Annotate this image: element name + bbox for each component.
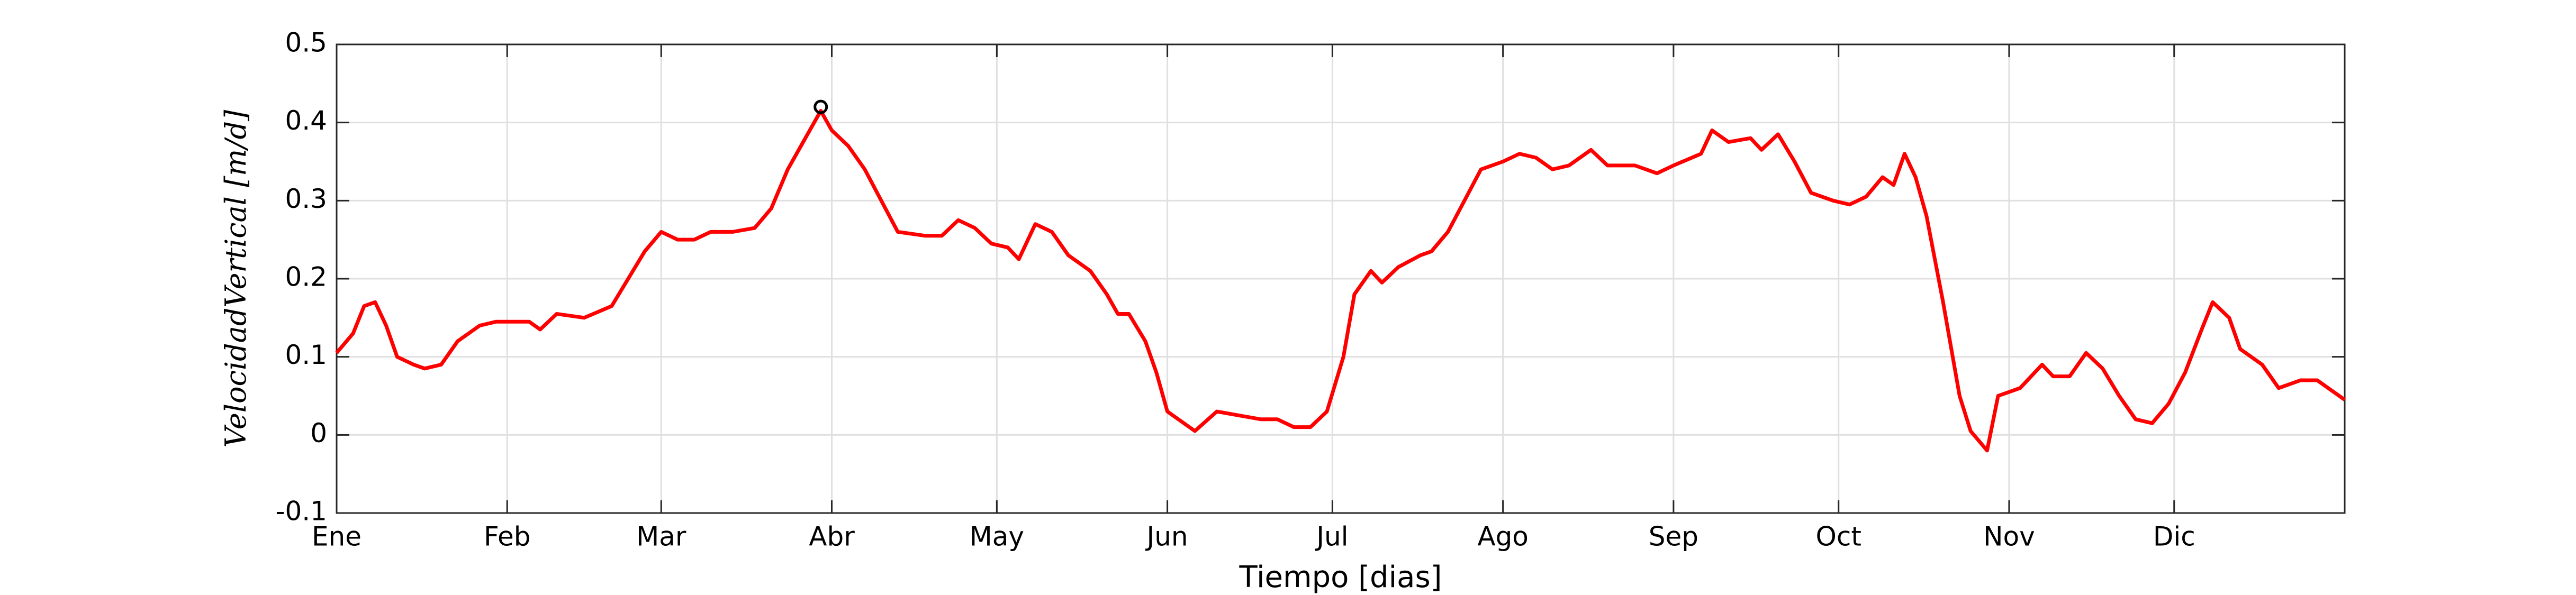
x-tick-label: Ene (312, 521, 361, 552)
x-tick-label: May (970, 521, 1024, 552)
x-tick-label: Ago (1477, 521, 1529, 552)
x-tick-label: Feb (484, 521, 531, 552)
y-tick-label: 0.1 (285, 340, 327, 370)
y-tick-label: 0 (310, 418, 327, 448)
y-tick-label: 0.2 (285, 262, 327, 292)
y-tick-label: -0.1 (275, 496, 327, 527)
x-axis-label: Tiempo [dias] (1239, 560, 1442, 594)
x-tick-label: Jun (1145, 521, 1188, 552)
y-axis-label: VelocidadVertical [m/d] (219, 109, 252, 447)
plot-frame (336, 43, 2346, 514)
x-tick-label: Oct (1815, 521, 1861, 552)
x-tick-label: Sep (1649, 521, 1698, 552)
y-tick-label: 0.4 (285, 105, 327, 136)
x-tick-label: Nov (1983, 521, 2035, 552)
y-tick-label: 0.3 (285, 184, 327, 214)
x-tick-label: Mar (636, 521, 686, 552)
x-tick-label: Jul (1315, 521, 1348, 552)
data-line (335, 109, 2346, 453)
point-marker (814, 99, 828, 114)
x-tick-label: Abr (809, 521, 855, 552)
x-tick-label: Dic (2153, 521, 2195, 552)
y-tick-label: 0.5 (285, 28, 327, 58)
